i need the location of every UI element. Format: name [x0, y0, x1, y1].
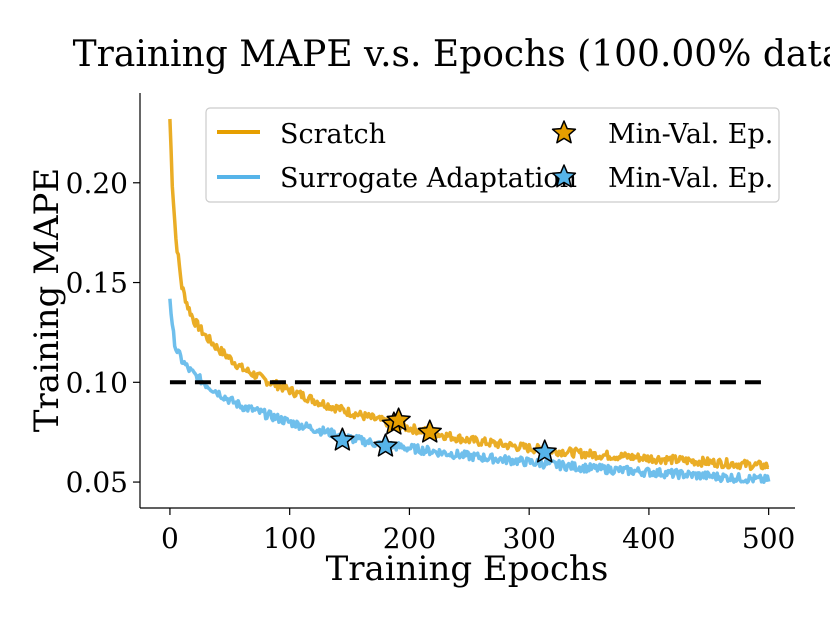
legend-star-scratch	[551, 120, 577, 144]
x-tick-label-1: 100	[263, 522, 316, 555]
series-line-surrogate	[168, 298, 771, 485]
y-tick-label-0: 0.05	[66, 466, 128, 499]
x-tick-label-5: 500	[742, 522, 795, 555]
plot-area: 0 100 200 300 400 500 0.05 0.10 0.15 0.20	[66, 93, 796, 555]
legend-label-surrogate: Surrogate Adaptation	[280, 163, 577, 194]
min-val-star-scratch-2	[417, 419, 442, 443]
y-tick-label-3: 0.20	[66, 167, 128, 200]
x-tick-label-0: 0	[161, 522, 179, 555]
min-val-star-surrogate-2	[532, 439, 557, 463]
series-lines	[168, 118, 771, 485]
series-line-scratch	[168, 118, 770, 472]
x-tick-label-2: 200	[383, 522, 436, 555]
legend-label-scratch-minval: Min-Val. Ep.	[608, 119, 773, 150]
min-val-markers	[330, 407, 557, 463]
legend-label-scratch: Scratch	[280, 119, 386, 150]
min-val-star-surrogate-0	[330, 427, 355, 451]
legend-star-surrogate-shape	[551, 164, 577, 188]
tick-marks: 0 100 200 300 400 500 0.05 0.10 0.15 0.20	[66, 167, 796, 555]
legend-box	[205, 107, 780, 203]
min-val-star-scratch-1	[386, 407, 411, 431]
legend-label-surrogate-minval: Min-Val. Ep.	[608, 163, 773, 194]
y-tick-label-1: 0.10	[66, 366, 128, 399]
min-val-star-surrogate-1	[373, 433, 398, 457]
legend-star-scratch-shape	[551, 120, 577, 144]
chart-title: Training MAPE v.s. Epochs (100.00% data)	[73, 34, 830, 75]
x-tick-label-3: 300	[502, 522, 555, 555]
x-tick-label-4: 400	[622, 522, 675, 555]
legend-star-surrogate	[551, 164, 577, 188]
legend: Scratch Min-Val. Ep. Surrogate Adaptatio…	[205, 107, 780, 203]
y-axis-label: Training MAPE	[27, 168, 67, 432]
x-axis-label: Training Epochs	[326, 549, 609, 589]
y-tick-label-2: 0.15	[66, 267, 128, 300]
